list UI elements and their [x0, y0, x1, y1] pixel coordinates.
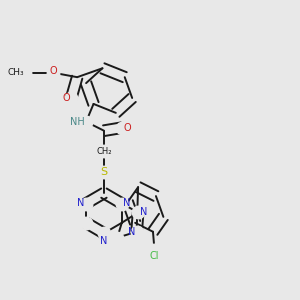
Text: O: O: [62, 93, 70, 103]
Text: O: O: [123, 123, 131, 133]
Text: CH₂: CH₂: [96, 147, 112, 156]
Text: O: O: [50, 66, 57, 76]
Text: N: N: [128, 227, 135, 237]
Text: CH₃: CH₃: [7, 68, 24, 77]
Text: N: N: [123, 199, 130, 208]
Text: N: N: [100, 236, 108, 246]
Text: S: S: [100, 167, 107, 177]
Text: N: N: [77, 199, 85, 208]
Text: Cl: Cl: [150, 251, 159, 261]
Text: NH: NH: [70, 117, 85, 127]
Text: N: N: [140, 207, 147, 218]
